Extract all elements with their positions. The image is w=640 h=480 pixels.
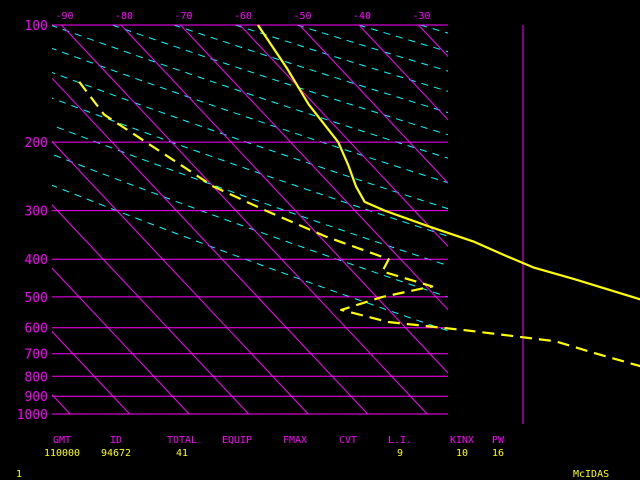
footer-value: 16	[492, 448, 504, 459]
isotherm-line	[0, 25, 11, 414]
isotherm-line	[61, 25, 428, 414]
isotherm-line	[478, 25, 640, 414]
isotherm-lines	[0, 25, 640, 414]
footer-label: PW	[492, 435, 505, 446]
footer-value: 10	[456, 448, 468, 459]
pressure-label: 600	[25, 322, 48, 337]
isotherm-line	[120, 25, 448, 374]
dry-adiabat	[52, 97, 448, 237]
pressure-label: 500	[25, 291, 48, 306]
mixing-ratio-line	[617, 290, 640, 414]
brand-label: McIDAS	[573, 469, 609, 480]
top-isotherm-labels: -90 -80 -70 -60 -50 -40 -30	[55, 11, 430, 22]
top-isotherm-label: -30	[412, 11, 430, 22]
isotherm-line	[418, 25, 448, 58]
dry-adiabat	[52, 153, 448, 298]
mixing-ratio-lines	[477, 290, 640, 414]
isotherm-line	[52, 77, 369, 414]
pressure-label: 1000	[17, 408, 48, 423]
isotherm-line	[538, 25, 640, 414]
isotherm-line	[180, 25, 448, 311]
dry-adiabat	[52, 47, 448, 184]
dry-adiabat	[358, 25, 448, 53]
dry-adiabat	[52, 184, 448, 332]
top-isotherm-label: -50	[293, 11, 311, 22]
top-isotherm-label: -80	[115, 11, 133, 22]
footer-label: EQUIP	[222, 435, 252, 446]
mixing-ratio-line	[528, 290, 640, 414]
isotherm-line	[52, 140, 309, 414]
dry-adiabat	[296, 25, 448, 72]
footer-value: 94672	[101, 448, 131, 459]
isotherm-line	[52, 204, 250, 414]
pressure-axis-labels: 100 200 300 400 500 600 700 800 900 1000	[17, 19, 48, 423]
dry-adiabat-lines	[52, 25, 448, 332]
dewpoint-line	[78, 81, 640, 368]
footer-value: 41	[176, 448, 188, 459]
pressure-label: 200	[25, 136, 48, 151]
pressure-label: 700	[25, 348, 48, 363]
isotherm-line	[299, 25, 448, 184]
isobar-lines	[52, 24, 448, 415]
footer-label: FMAX	[283, 435, 307, 446]
top-isotherm-label: -70	[174, 11, 192, 22]
isotherm-line	[52, 330, 131, 414]
pressure-label: 800	[25, 370, 48, 385]
frame-number: 1	[16, 469, 22, 480]
footer-label: CVT	[339, 435, 357, 446]
dry-adiabat	[52, 71, 448, 210]
isotherm-line	[52, 267, 190, 414]
footer-label: TOTAL	[167, 435, 197, 446]
sounding-series	[78, 24, 640, 368]
top-isotherm-label: -90	[55, 11, 73, 22]
top-isotherm-label: -60	[234, 11, 252, 22]
footer-value: 9	[397, 448, 403, 459]
dry-adiabat	[420, 25, 448, 34]
pressure-label: 400	[25, 253, 48, 268]
isotherm-line	[358, 25, 448, 121]
pressure-label: 900	[25, 390, 48, 405]
footer-label: L.I.	[388, 435, 412, 446]
dry-adiabat	[111, 25, 448, 136]
footer-label: KINX	[450, 435, 474, 446]
dry-adiabat	[52, 124, 448, 267]
mixing-ratio-line	[477, 290, 640, 414]
footer-label: GMT	[53, 435, 71, 446]
pressure-label: 300	[25, 205, 48, 220]
mixing-ratio-line	[578, 290, 640, 414]
footer-value: 110000	[44, 448, 80, 459]
top-isotherm-label: -40	[353, 11, 371, 22]
temperature-line	[256, 24, 640, 301]
footer-label: ID	[110, 435, 122, 446]
pressure-label: 100	[25, 19, 48, 34]
